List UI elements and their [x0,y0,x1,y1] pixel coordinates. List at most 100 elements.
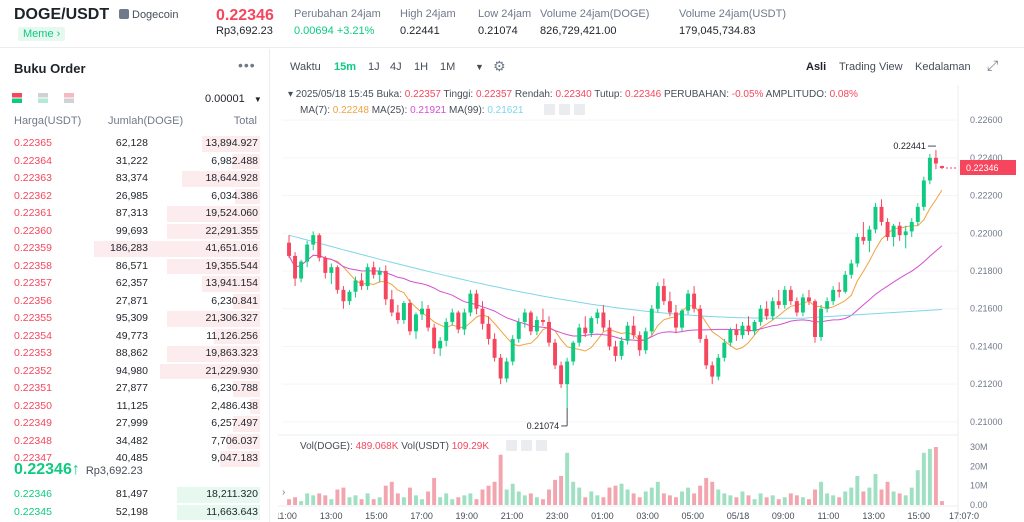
ask-row[interactable]: 0.22364 31,222 6,982.488 [0,153,270,171]
volume-bar [528,493,533,505]
legend-part: 0.22357 [476,89,515,100]
candle-body [686,293,691,311]
precision-select[interactable]: 0.00001 ▼ [205,93,262,105]
ask-row[interactable]: 0.22360 99,693 22,291.355 [0,223,270,241]
ask-row[interactable]: 0.22347 40,485 9,047.183 [0,450,270,468]
depth-bar [233,381,260,397]
row-total: 13,894.927 [205,137,258,149]
volume-bar [788,493,793,505]
ask-row[interactable]: 0.22362 26,985 6,034.386 [0,188,270,206]
row-total: 19,524.060 [205,207,258,219]
ask-row[interactable]: 0.22353 88,862 19,863.323 [0,345,270,363]
volume-bar [565,452,570,505]
pair-title[interactable]: DOGE/USDT [14,6,110,23]
row-amount: 88,862 [115,347,148,359]
ask-row[interactable]: 0.22349 27,999 6,257.497 [0,415,270,433]
volume-bar [329,499,334,505]
volume-bar [553,479,558,505]
row-total: 9,047.183 [211,452,258,464]
row-price: 0.22351 [14,382,52,394]
volume-bar [885,481,890,505]
volume-bar [613,485,618,505]
ask-row[interactable]: 0.22357 62,357 13,941.154 [0,275,270,293]
ask-row[interactable]: 0.22355 95,309 21,306.327 [0,310,270,328]
candle-body [456,312,461,330]
volume-bar [492,481,497,505]
coin-name-label: Dogecoin [132,9,179,21]
ask-row[interactable]: 0.22351 27,877 6,230.788 [0,380,270,398]
candle-body [728,329,733,343]
y-tick-label: 0.21800 [970,266,1003,276]
chart-panel: Waktu 15m 1J 4J 1H 1M ▼ ⚙ Asli Trading View Ke… [278,49,1024,522]
mid-price[interactable]: 0.22346↑ Rp3,692.23 [14,461,143,479]
volume-bar [407,487,412,505]
ask-row[interactable]: 0.22359 186,283 41,651.016 [0,240,270,258]
view-tab-2[interactable]: Kedalaman [915,61,971,73]
volume-bar [909,487,914,505]
view-asks-icon[interactable] [64,93,75,103]
x-tick-label: 01:00 [591,511,614,521]
ask-row[interactable]: 0.22365 62,128 13,894.927 [0,135,270,153]
ask-row[interactable]: 0.22361 87,313 19,524.060 [0,205,270,223]
row-amount: 11,125 [116,399,148,412]
interval-1M[interactable]: 1M [440,61,456,73]
interval-1J[interactable]: 1J [368,61,380,73]
ask-row[interactable]: 0.22350 11,125 2,486.438 [0,398,270,416]
candle-body [661,286,666,302]
volume-bar [480,489,485,505]
coin-name[interactable]: Dogecoin [119,9,178,21]
candlestick-chart[interactable]: 0.22600 0.22400 0.22200 0.22000 0.21800 0.216… [278,85,1024,522]
ask-row[interactable]: 0.22354 49,773 11,126.256 [0,328,270,346]
candle-body [414,314,418,332]
bid-row[interactable]: 0.22345 52,198 11,663.643 [0,504,270,522]
ask-row[interactable]: 0.22358 86,571 19,355.544 [0,258,270,276]
ask-row[interactable]: 0.22356 27,871 6,230.841 [0,293,270,311]
ask-row[interactable]: 0.22348 34,482 7,706.037 [0,433,270,451]
volume-bar [498,454,503,505]
view-both-icon[interactable] [12,93,22,103]
interval-4J[interactable]: 4J [390,61,402,73]
fullscreen-icon[interactable]: ⤢ [987,57,999,73]
volume-bar [347,497,352,505]
candle-body [819,308,824,338]
legend-control-icon [559,104,570,115]
interval-more-icon[interactable]: ▼ [475,62,484,72]
interval-1H[interactable]: 1H [414,61,429,73]
ask-row[interactable]: 0.22352 94,980 21,229.930 [0,363,270,381]
candle-body [395,312,400,321]
waktu-label[interactable]: Waktu [290,61,321,73]
y-tick-label: 0.21000 [970,417,1003,427]
candle-body [365,267,370,287]
volume-bar [510,483,515,505]
col-amount-header: Jumlah(DOGE) [108,115,184,127]
expand-arrow-icon: › [282,487,285,498]
volume-bar [746,495,751,505]
candle-body [329,267,334,273]
candle-body [492,338,497,358]
arrow-up-icon: ↑ [71,461,80,478]
view-tab-0[interactable]: Asli [806,61,827,73]
row-amount: 40,485 [115,452,148,464]
candle-body [855,237,860,264]
category-tag[interactable]: Meme › [18,27,66,41]
interval-15m[interactable]: 15m [334,61,357,73]
candle-body [861,237,866,241]
bid-row[interactable]: 0.22346 81,497 18,211.320 [0,486,270,504]
candle-body [299,261,304,279]
view-tab-1[interactable]: Trading View [839,61,903,73]
candle-body [311,235,316,245]
view-bids-icon[interactable] [38,93,49,103]
ask-row[interactable]: 0.22363 83,374 18,644.928 [0,170,270,188]
row-total: 6,230.841 [211,294,258,307]
depth-bar [167,223,260,239]
volume-bar [516,491,521,505]
volume-bar [534,497,539,505]
volume-bar [299,501,304,505]
settings-gear-icon[interactable]: ⚙ [493,58,506,74]
candle-body [909,221,914,232]
candle-body [474,293,479,309]
volume-bar [915,470,920,505]
volume-bar [293,497,298,505]
more-options-icon[interactable]: ••• [238,57,256,73]
candle-body [704,338,709,366]
